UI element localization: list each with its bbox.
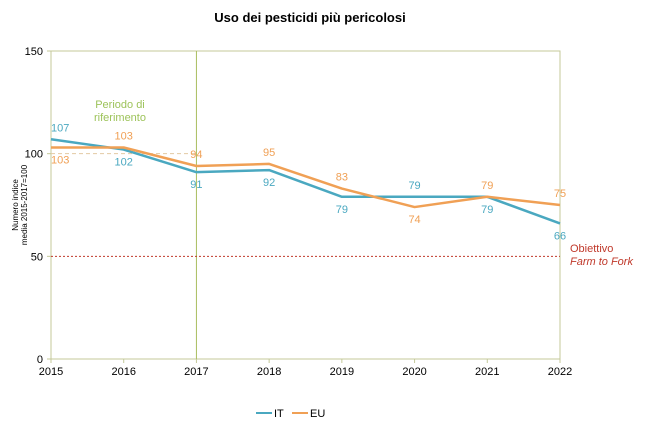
data-label-it: 91 <box>190 179 202 191</box>
target-label-line-2: Farm to Fork <box>570 256 633 268</box>
legend-label-it: IT <box>274 408 284 420</box>
data-label-eu: 103 <box>115 131 133 143</box>
x-tick-label: 2019 <box>330 366 354 378</box>
x-tick-label: 2016 <box>111 366 135 378</box>
data-label-eu: 95 <box>263 147 275 159</box>
x-tick-label: 2017 <box>184 366 208 378</box>
y-tick-label: 100 <box>25 149 43 161</box>
y-axis-label-line-2: media 2015-2017=100 <box>20 164 29 245</box>
data-label-it: 107 <box>51 122 69 134</box>
y-tick-label: 50 <box>31 251 43 263</box>
x-tick-label: 2018 <box>257 366 281 378</box>
y-axis-label-line-1: Numero indice <box>11 179 20 231</box>
reference-period-label-line-2: riferimento <box>94 112 146 124</box>
plot-area: 0 50 100 150 2015 2016 2017 2018 2019 2020 2021 202… <box>25 46 573 378</box>
y-tick-label: 150 <box>25 46 43 58</box>
data-label-it: 92 <box>263 177 275 189</box>
legend-label-eu: EU <box>310 408 325 420</box>
data-label-eu: 74 <box>408 214 420 226</box>
y-tick-label: 0 <box>37 354 43 366</box>
data-label-it: 102 <box>115 157 133 169</box>
data-label-eu: 75 <box>554 188 566 200</box>
reference-period-label: Periodo di riferimento <box>94 99 146 124</box>
data-label-eu: 83 <box>336 172 348 184</box>
series-line-eu <box>51 146 561 209</box>
x-tick-label: 2015 <box>39 366 63 378</box>
x-tick-label: 2022 <box>548 366 572 378</box>
reference-period-label-line-1: Periodo di <box>95 99 145 111</box>
data-label-eu: 79 <box>481 180 493 192</box>
y-axis-label: Numero indice media 2015-2017=100 <box>11 164 29 245</box>
data-label-it: 79 <box>481 204 493 216</box>
target-label: Obiettivo Farm to Fork <box>570 243 633 268</box>
data-label-it: 66 <box>554 230 566 242</box>
target-label-line-1: Obiettivo <box>570 243 613 255</box>
data-label-eu: 94 <box>190 149 202 161</box>
x-tick-label: 2021 <box>475 366 499 378</box>
series-line-it <box>50 138 561 225</box>
data-label-eu: 103 <box>51 155 69 167</box>
chart-title: Uso dei pesticidi più pericolosi <box>214 10 405 25</box>
data-label-it: 79 <box>336 204 348 216</box>
data-label-it: 79 <box>408 180 420 192</box>
legend: IT EU <box>256 408 325 420</box>
x-tick-label: 2020 <box>402 366 426 378</box>
